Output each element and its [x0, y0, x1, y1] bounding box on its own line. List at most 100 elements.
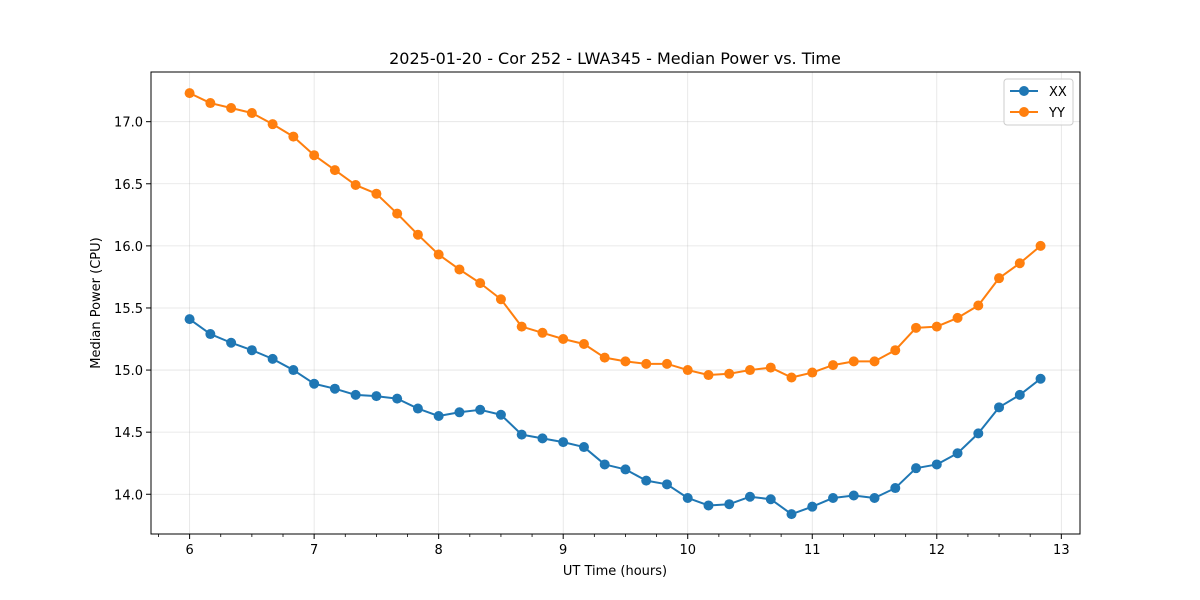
- data-point-yy: [890, 345, 901, 356]
- data-point-xx: [620, 464, 631, 475]
- grid-lines: [151, 72, 1080, 534]
- data-point-yy: [661, 358, 672, 369]
- legend-label-xx: XX: [1049, 85, 1067, 100]
- x-tick-label: 9: [559, 543, 567, 558]
- data-point-xx: [682, 492, 693, 503]
- series-xx: [184, 314, 1046, 520]
- data-point-yy: [309, 150, 320, 161]
- data-point-yy: [848, 356, 859, 367]
- data-point-yy: [412, 229, 423, 240]
- series-layer: [184, 88, 1046, 520]
- data-point-xx: [724, 499, 735, 510]
- data-point-xx: [994, 402, 1005, 413]
- data-point-yy: [226, 103, 237, 114]
- data-point-xx: [288, 365, 299, 376]
- data-point-xx: [558, 437, 569, 448]
- data-point-yy: [828, 360, 839, 371]
- data-point-xx: [578, 442, 589, 453]
- x-axis: 6 7 8 9 10 11 12 13: [158, 534, 1070, 558]
- data-point-xx: [205, 329, 216, 340]
- x-tick-label: 11: [804, 543, 821, 558]
- y-tick-label: 16.5: [114, 178, 143, 193]
- data-point-yy: [1014, 258, 1025, 269]
- data-point-yy: [973, 300, 984, 311]
- data-point-yy: [516, 321, 527, 332]
- plot-frame: [150, 71, 1081, 535]
- data-point-yy: [703, 370, 714, 381]
- data-point-yy: [952, 312, 963, 323]
- data-point-yy: [558, 334, 569, 345]
- y-tick-label: 16.0: [114, 240, 143, 255]
- legend-label-yy: YY: [1048, 106, 1065, 121]
- data-point-yy: [641, 358, 652, 369]
- data-point-yy: [205, 98, 216, 109]
- y-tick-label: 15.0: [114, 364, 143, 379]
- data-point-xx: [828, 492, 839, 503]
- data-point-xx: [1014, 389, 1025, 400]
- data-point-yy: [682, 365, 693, 376]
- data-point-xx: [911, 463, 922, 474]
- data-point-yy: [454, 264, 465, 275]
- data-point-xx: [309, 378, 320, 389]
- data-point-xx: [869, 492, 880, 503]
- data-point-yy: [288, 131, 299, 142]
- data-point-yy: [620, 356, 631, 367]
- y-axis-label: Median Power (CPU): [89, 237, 104, 368]
- data-point-yy: [578, 338, 589, 349]
- data-point-yy: [392, 208, 403, 219]
- y-tick-label: 17.0: [114, 116, 143, 131]
- data-point-xx: [599, 459, 610, 470]
- data-point-xx: [267, 353, 278, 364]
- data-point-xx: [226, 337, 237, 348]
- data-point-yy: [433, 249, 444, 260]
- data-point-yy: [599, 352, 610, 363]
- data-point-xx: [786, 509, 797, 520]
- data-point-xx: [412, 403, 423, 414]
- x-tick-label: 6: [185, 543, 193, 558]
- series-yy: [184, 88, 1046, 383]
- data-point-yy: [537, 327, 548, 338]
- data-point-yy: [350, 180, 361, 191]
- data-point-yy: [246, 107, 257, 118]
- legend-marker-yy: [1019, 107, 1029, 117]
- data-point-yy: [744, 365, 755, 376]
- data-point-xx: [744, 491, 755, 502]
- data-point-xx: [641, 475, 652, 486]
- data-point-yy: [724, 368, 735, 379]
- data-point-xx: [495, 409, 506, 420]
- data-point-xx: [848, 490, 859, 501]
- x-tick-label: 13: [1053, 543, 1070, 558]
- data-point-yy: [786, 372, 797, 383]
- data-point-xx: [350, 389, 361, 400]
- data-point-yy: [994, 273, 1005, 284]
- data-point-yy: [1035, 240, 1046, 251]
- data-point-yy: [475, 278, 486, 289]
- data-point-yy: [869, 356, 880, 367]
- data-point-xx: [329, 383, 340, 394]
- data-point-yy: [329, 165, 340, 176]
- data-point-xx: [433, 411, 444, 422]
- data-point-xx: [454, 407, 465, 418]
- data-point-xx: [890, 483, 901, 494]
- data-point-xx: [765, 494, 776, 505]
- plot-area: [150, 71, 1081, 535]
- x-tick-label: 12: [929, 543, 946, 558]
- y-axis: 14.0 14.5 15.0 15.5 16.0 16.5 17.0: [114, 116, 151, 503]
- data-point-xx: [952, 448, 963, 459]
- data-point-yy: [267, 119, 278, 130]
- data-point-yy: [765, 362, 776, 373]
- data-point-xx: [1035, 373, 1046, 384]
- data-point-yy: [184, 88, 195, 99]
- data-point-yy: [931, 321, 942, 332]
- data-point-xx: [973, 428, 984, 439]
- y-tick-label: 15.5: [114, 302, 143, 317]
- data-point-xx: [703, 500, 714, 511]
- data-point-xx: [392, 393, 403, 404]
- data-point-xx: [246, 345, 257, 356]
- x-tick-label: 7: [310, 543, 318, 558]
- data-point-xx: [475, 404, 486, 415]
- y-tick-label: 14.0: [114, 488, 143, 503]
- data-point-yy: [911, 322, 922, 333]
- data-point-xx: [184, 314, 195, 325]
